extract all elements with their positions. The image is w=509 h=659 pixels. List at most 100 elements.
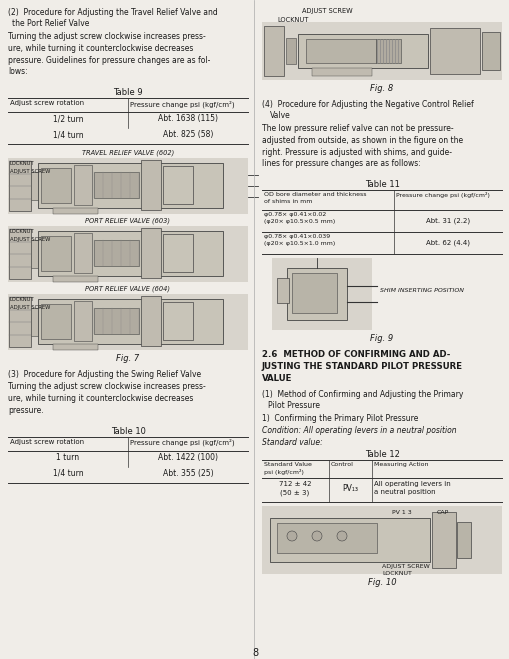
Bar [271,258,371,330]
Bar [312,68,371,76]
Text: Turning the adjust screw clockwise increases press-
ure, while turning it counte: Turning the adjust screw clockwise incre… [8,32,210,76]
Bar [41,304,71,339]
Bar [74,301,92,341]
Text: The low pressure relief valve can not be pressure-
adjusted from outside, as sho: The low pressure relief valve can not be… [262,124,462,169]
Text: TRAVEL RELIEF VALVE (602): TRAVEL RELIEF VALVE (602) [82,150,174,156]
Bar [53,276,98,282]
Text: LOCKNUT: LOCKNUT [10,297,35,302]
Text: φ0.78× φ0.41×0.039
(φ20× φ10.5×1.0 mm): φ0.78× φ0.41×0.039 (φ20× φ10.5×1.0 mm) [264,234,334,246]
Circle shape [336,531,346,541]
Bar [94,240,139,266]
Bar [41,168,71,203]
Text: 712 ± 42
(50 ± 3): 712 ± 42 (50 ± 3) [278,481,310,496]
Text: Abt. 31 (2.2): Abt. 31 (2.2) [425,218,469,225]
Bar [262,506,501,574]
Text: Adjust screw rotation: Adjust screw rotation [10,100,84,106]
Bar [94,172,139,198]
Bar [163,302,192,340]
Text: LOCKNUT: LOCKNUT [10,229,35,234]
Bar [38,231,222,276]
Text: Standard value:: Standard value: [262,438,322,447]
Bar [140,228,161,278]
Text: 2.6  METHOD OF CONFIRMING AND AD-: 2.6 METHOD OF CONFIRMING AND AD- [262,350,449,359]
Bar [269,518,429,562]
Text: ADJUST SCREW: ADJUST SCREW [10,237,50,242]
Text: Abt. 1638 (115): Abt. 1638 (115) [158,114,217,123]
Bar [38,299,222,344]
Text: Standard Value
psi (kgf/cm²): Standard Value psi (kgf/cm²) [264,462,312,475]
Bar [262,22,501,80]
Text: Valve: Valve [269,111,290,120]
Bar [264,26,284,76]
Text: (4)  Procedure for Adjusting the Negative Control Relief: (4) Procedure for Adjusting the Negative… [262,100,473,109]
Text: 1 turn: 1 turn [56,453,79,462]
Text: (2)  Procedure for Adjusting the Travel Relief Valve and: (2) Procedure for Adjusting the Travel R… [8,8,217,17]
Bar [287,268,346,320]
Bar [38,163,222,208]
Text: 1)  Confirming the Primary Pilot Pressure: 1) Confirming the Primary Pilot Pressure [262,414,417,423]
Text: φ0.78× φ0.41×0.02
(φ20× φ10.5×0.5 mm): φ0.78× φ0.41×0.02 (φ20× φ10.5×0.5 mm) [264,212,334,223]
Bar [8,294,247,350]
Bar [74,165,92,205]
Text: Table 11: Table 11 [364,180,399,189]
Text: Measuring Action: Measuring Action [373,462,428,467]
Text: Control: Control [330,462,353,467]
Bar [31,308,39,336]
Text: PV 1 3: PV 1 3 [391,510,411,515]
Text: ADJUST SCREW: ADJUST SCREW [10,169,50,174]
Text: (3)  Procedure for Adjusting the Swing Relief Valve: (3) Procedure for Adjusting the Swing Re… [8,370,201,379]
Text: PORT RELIEF VALVE (603): PORT RELIEF VALVE (603) [86,218,170,225]
Bar [31,240,39,268]
Bar [94,308,139,334]
Bar [163,234,192,272]
Text: Abt. 825 (58): Abt. 825 (58) [162,130,213,139]
Text: OD bore diameter and thickness
of shims in mm: OD bore diameter and thickness of shims … [264,192,366,204]
Text: Abt. 355 (25): Abt. 355 (25) [162,469,213,478]
Text: Table 12: Table 12 [364,450,399,459]
Text: (1)  Method of Confirming and Adjusting the Primary: (1) Method of Confirming and Adjusting t… [262,390,463,399]
Text: Table 9: Table 9 [113,88,143,97]
Text: Turning the adjust screw clockwise increases press-
ure, while turning it counte: Turning the adjust screw clockwise incre… [8,382,205,415]
Text: Fig. 8: Fig. 8 [370,84,393,93]
Bar [276,523,376,553]
Text: VALUE: VALUE [262,374,292,383]
Bar [163,166,192,204]
Bar [74,233,92,273]
Bar [481,32,499,70]
Text: Pressure change psi (kgf/cm²): Pressure change psi (kgf/cm²) [130,100,234,107]
Bar [286,38,295,64]
Bar [8,158,247,214]
Text: ADJUST SCREW: ADJUST SCREW [381,564,429,569]
Text: the Port Relief Valve: the Port Relief Valve [12,19,89,28]
Bar [140,296,161,346]
Bar [429,28,479,74]
Bar [305,39,375,63]
Bar [53,208,98,214]
Text: All operating levers in
a neutral position: All operating levers in a neutral positi… [373,481,450,495]
Text: Adjust screw rotation: Adjust screw rotation [10,439,84,445]
Bar [297,34,427,68]
Bar [292,273,336,313]
Text: JUSTING THE STANDARD PILOT PRESSURE: JUSTING THE STANDARD PILOT PRESSURE [262,362,462,371]
Bar [9,297,31,347]
Text: Abt. 62 (4.4): Abt. 62 (4.4) [425,240,469,246]
Text: Fig. 10: Fig. 10 [367,578,395,587]
Bar [9,161,31,211]
Circle shape [312,531,321,541]
Bar [456,522,470,558]
Text: SHIM INSERTING POSITION: SHIM INSERTING POSITION [379,288,463,293]
Bar [8,226,247,282]
Text: LOCKNUT: LOCKNUT [276,17,308,23]
Bar [53,344,98,350]
Text: LOCKNUT: LOCKNUT [10,161,35,166]
Text: 8: 8 [251,648,258,658]
Bar [431,512,455,568]
Text: PORT RELIEF VALVE (604): PORT RELIEF VALVE (604) [86,286,170,293]
Text: Abt. 1422 (100): Abt. 1422 (100) [158,453,217,462]
Text: Fig. 9: Fig. 9 [370,334,393,343]
Bar [41,236,71,271]
Text: Pilot Pressure: Pilot Pressure [267,401,319,410]
Text: ADJUST SCREW: ADJUST SCREW [10,305,50,310]
Text: 1/2 turn: 1/2 turn [52,114,83,123]
Text: Condition: All operating levers in a neutral position: Condition: All operating levers in a neu… [262,426,456,435]
